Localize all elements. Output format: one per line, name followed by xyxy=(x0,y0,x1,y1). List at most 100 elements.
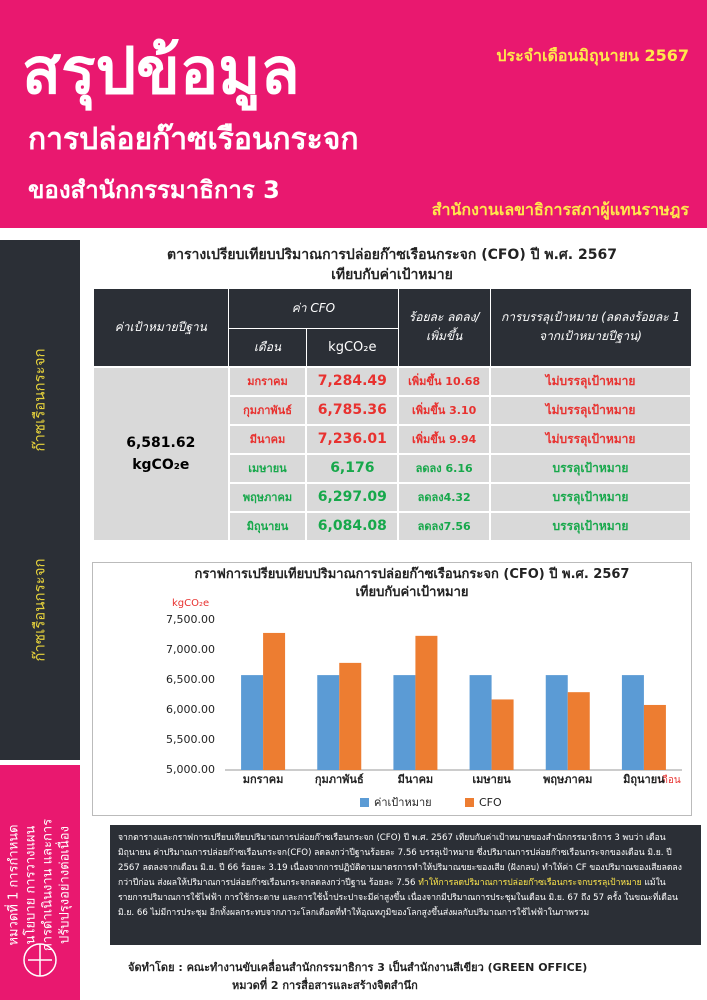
legend-swatch xyxy=(465,798,474,807)
bar xyxy=(263,632,286,770)
month-cell: เมษายน xyxy=(227,452,308,484)
office: สำนักงานเลขาธิการสภาผู้แทนราษฎร xyxy=(431,200,689,219)
table-row: พฤษภาคม 6,297.09 ลดลง4.32 บรรลุเป้าหมาย xyxy=(93,481,692,513)
header-cell: ค่าเป้าหมายปีฐาน xyxy=(92,288,230,367)
date: ประจำเดือนมิถุนายน 2567 xyxy=(496,46,689,65)
x-tick-label: มกราคม xyxy=(243,773,284,786)
bar xyxy=(241,675,264,770)
status-cell: ไม่บรรลุเป้าหมาย xyxy=(489,423,692,455)
chart-title: กราฟการเปรียบเทียบปริมาณการปล่อยก๊าซเรือ… xyxy=(195,566,630,582)
y-tick-label: 5,000.00 xyxy=(166,763,215,776)
value-cell: 7,236.01 xyxy=(305,423,400,455)
bar xyxy=(415,635,438,770)
subtitle: การปล่อยก๊าซเรือนกระจก xyxy=(28,122,359,157)
category-line: ปรับปรุงอย่างต่อเนื่อง xyxy=(56,826,73,944)
status-cell: ไม่บรรลุเป้าหมาย xyxy=(489,394,692,426)
title: สรุปข้อมูล xyxy=(22,35,300,109)
x-tick-label: มิถุนายน xyxy=(623,773,665,787)
table-row: กุมภาพันธ์ 6,785.36 เพิ่มขึ้น 3.10 ไม่บรรลุ… xyxy=(93,394,692,426)
month-cell: มิถุนายน xyxy=(227,510,308,542)
icon xyxy=(28,944,52,976)
sidebar-bg xyxy=(0,240,80,760)
change-cell: ลดลง7.56 xyxy=(397,510,492,542)
header-cell: ค่า CFO xyxy=(228,288,399,329)
y-tick-label: 7,000.00 xyxy=(166,643,215,656)
table-body: 6,581.62 kgCO₂e มกราคม 7,284.49 เพิ่มขึ้น 10… xyxy=(92,365,692,542)
bar xyxy=(621,675,644,770)
value-cell: 6,297.09 xyxy=(305,481,400,513)
category-line: การดำเนินงาน และการ xyxy=(41,819,56,951)
legend-label: ค่าเป้าหมาย xyxy=(374,796,432,809)
status-cell: บรรลุเป้าหมาย xyxy=(489,510,692,542)
table-title: เทียบกับค่าเป้าหมาย xyxy=(331,267,453,283)
base-unit: kgCO₂e xyxy=(132,456,190,473)
summary: จากตารางและกราฟการเปรียบเทียบปริมาณการปล… xyxy=(110,825,701,945)
y-tick-label: 6,000.00 xyxy=(166,703,215,716)
month-cell: กุมภาพันธ์ xyxy=(227,394,308,426)
x-axis-label: เดือน xyxy=(658,774,681,786)
status-cell: ไม่บรรลุเป้าหมาย xyxy=(489,365,692,397)
value-cell: 6,176 xyxy=(305,452,400,484)
chart-box xyxy=(92,562,692,816)
y-tick-label: 7,500.00 xyxy=(166,613,215,626)
bar xyxy=(317,675,340,770)
legend-label: CFO xyxy=(479,796,502,809)
change-cell: ลดลง 6.16 xyxy=(397,452,492,484)
change-cell: เพิ่มขึ้น 9.94 xyxy=(397,423,492,455)
header-cell: การบรรลุเป้าหมาย (ลดลงร้อยละ 1 จากเป้าหม… xyxy=(489,288,692,367)
summary-text: แม้ในรายการปริมาณการใช้ไฟฟ้า การใช้กระดา… xyxy=(118,878,678,918)
bar xyxy=(545,675,568,770)
bar xyxy=(469,675,492,770)
value-cell: 6,785.36 xyxy=(305,394,400,426)
footer: หมวดที่ 2 การสื่อสารและสร้างจิตสำนึก xyxy=(232,979,418,992)
x-tick-label: เมษายน xyxy=(472,773,511,786)
category-line: หมวดที่ 1 การกำหนด xyxy=(5,824,22,945)
header-cell: kgCO₂e xyxy=(305,328,399,367)
table-row: 6,581.62 kgCO₂e มกราคม 7,284.49 เพิ่มขึ้น 10… xyxy=(92,365,692,542)
change-cell: ลดลง4.32 xyxy=(397,481,492,513)
base-cell: 6,581.62 kgCO₂e xyxy=(92,365,230,542)
table-row: เมษายน 6,176 ลดลง 6.16 บรรลุเป้าหมาย xyxy=(93,452,692,484)
y-axis-label: kgCO₂e xyxy=(172,598,209,609)
value-cell: 7,284.49 xyxy=(305,365,400,397)
status-cell: บรรลุเป้าหมาย xyxy=(489,481,692,513)
footer: จัดทำโดย : คณะทำงานขับเคลื่อนสำนักกรรมาธ… xyxy=(128,961,588,974)
bar xyxy=(339,662,362,770)
y-tick-label: 5,500.00 xyxy=(166,733,215,746)
x-tick-label: พฤษภาคม xyxy=(543,773,592,786)
side-label: ก๊าซเรือนกระจก xyxy=(31,558,49,661)
subtitle: ของสำนักกรรมาธิการ 3 xyxy=(28,176,280,204)
summary-text: จากตารางและกราฟการเปรียบเทียบปริมาณการปล… xyxy=(118,833,682,888)
header xyxy=(0,0,707,228)
table: ค่าเป้าหมายปีฐาน ค่า CFO ร้อยละ ลดลง/เพิ่ม… xyxy=(92,288,692,542)
sidebar: ก๊าซเรือนกระจก ก๊าซเรือนกระจก หมวดที่ 1 … xyxy=(0,240,80,1000)
bar xyxy=(567,692,590,770)
y-tick-label: 6,500.00 xyxy=(166,673,215,686)
x-tick-label: มีนาคม xyxy=(398,773,434,786)
month-cell: มีนาคม xyxy=(227,423,308,455)
category-line: นโยบาย การวางแผน xyxy=(23,826,39,945)
x-tick-label: กุมภาพันธ์ xyxy=(315,773,364,787)
month-cell: มกราคม xyxy=(227,365,308,397)
bar xyxy=(643,704,666,770)
header-cell: ร้อยละ ลดลง/เพิ่มขึ้น xyxy=(397,288,491,367)
table-row: มีนาคม 7,236.01 เพิ่มขึ้น 9.94 ไม่บรรลุเป้า… xyxy=(93,423,692,455)
legend-swatch xyxy=(360,798,369,807)
summary-highlight: ทำให้การลดปริมาณการปล่อยก๊าซเรือนกระจกบร… xyxy=(418,878,642,888)
change-cell: เพิ่มขึ้น 10.68 xyxy=(397,365,492,397)
table-row: มิถุนายน 6,084.08 ลดลง7.56 บรรลุเป้าหมาย xyxy=(93,510,692,542)
table-title: ตารางเปรียบเทียบปริมาณการปล่อยก๊าซเรือนก… xyxy=(167,247,617,263)
side-label: ก๊าซเรือนกระจก xyxy=(31,348,49,451)
change-cell: เพิ่มขึ้น 3.10 xyxy=(397,394,492,426)
bar xyxy=(491,699,514,770)
value-cell: 6,084.08 xyxy=(305,510,400,542)
base-value: 6,581.62 xyxy=(126,434,196,451)
status-cell: บรรลุเป้าหมาย xyxy=(489,452,692,484)
category-text: หมวดที่ 1 การกำหนด นโยบาย การวางแผน การดำเ… xyxy=(5,819,73,951)
bar xyxy=(393,675,416,770)
month-cell: พฤษภาคม xyxy=(227,481,308,513)
chart: กราฟการเปรียบเทียบปริมาณการปล่อยก๊าซเรือ… xyxy=(166,566,682,809)
chart-subtitle: เทียบกับค่าเป้าหมาย xyxy=(355,584,468,600)
header-cell: เดือน xyxy=(228,328,307,367)
